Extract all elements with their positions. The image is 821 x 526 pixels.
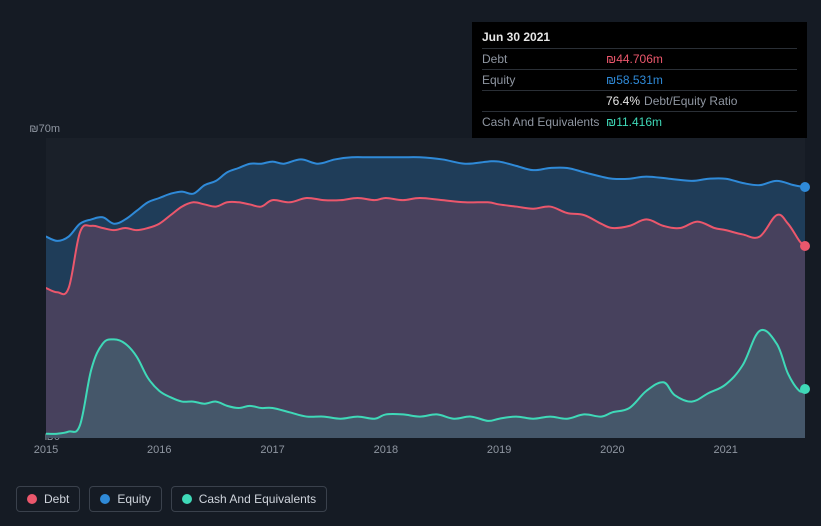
- xaxis-tick: 2020: [600, 444, 624, 456]
- tooltip-row-label: Cash And Equivalents: [482, 115, 606, 129]
- tooltip-row-label: [482, 94, 606, 108]
- tooltip-row-label: Debt: [482, 52, 606, 66]
- yaxis-label-top: ₪70m: [29, 123, 60, 135]
- legend-label: Equity: [117, 492, 150, 506]
- tooltip-row: 76.4% Debt/Equity Ratio: [482, 90, 797, 111]
- tooltip-row-sub: Debt/Equity Ratio: [644, 94, 737, 108]
- legend: Debt Equity Cash And Equivalents: [16, 486, 327, 512]
- tooltip-row: Cash And Equivalents₪11.416m: [482, 111, 797, 132]
- tooltip-row-label: Equity: [482, 73, 606, 87]
- legend-label: Debt: [44, 492, 69, 506]
- legend-item-debt[interactable]: Debt: [16, 486, 80, 512]
- end-marker-cash-and-equivalents: [800, 384, 810, 394]
- legend-swatch: [100, 494, 110, 504]
- tooltip-date: Jun 30 2021: [482, 28, 797, 48]
- tooltip-row-value: ₪58.531m: [606, 73, 663, 87]
- xaxis: 2015201620172018201920202021: [46, 444, 805, 464]
- xaxis-tick: 2018: [374, 444, 398, 456]
- tooltip-row: Equity₪58.531m: [482, 69, 797, 90]
- xaxis-tick: 2016: [147, 444, 171, 456]
- xaxis-tick: 2015: [34, 444, 58, 456]
- plot-region: [46, 138, 805, 438]
- legend-swatch: [182, 494, 192, 504]
- tooltip-rows: Debt₪44.706mEquity₪58.531m76.4%Debt/Equi…: [482, 48, 797, 132]
- tooltip-row-value: ₪44.706m: [606, 52, 663, 66]
- tooltip-row-value: ₪11.416m: [606, 115, 662, 129]
- tooltip-box: Jun 30 2021 Debt₪44.706mEquity₪58.531m76…: [472, 22, 807, 138]
- tooltip-row-value: 76.4%: [606, 94, 640, 108]
- tooltip-row: Debt₪44.706m: [482, 48, 797, 69]
- legend-item-equity[interactable]: Equity: [89, 486, 161, 512]
- legend-label: Cash And Equivalents: [199, 492, 316, 506]
- xaxis-tick: 2019: [487, 444, 511, 456]
- xaxis-tick: 2017: [260, 444, 284, 456]
- end-marker-equity: [800, 182, 810, 192]
- legend-item-cash-and-equivalents[interactable]: Cash And Equivalents: [171, 486, 327, 512]
- end-marker-debt: [800, 241, 810, 251]
- plot-svg: [46, 138, 805, 438]
- legend-swatch: [27, 494, 37, 504]
- xaxis-tick: 2021: [713, 444, 737, 456]
- chart-area: ₪70m ₪0: [16, 138, 805, 438]
